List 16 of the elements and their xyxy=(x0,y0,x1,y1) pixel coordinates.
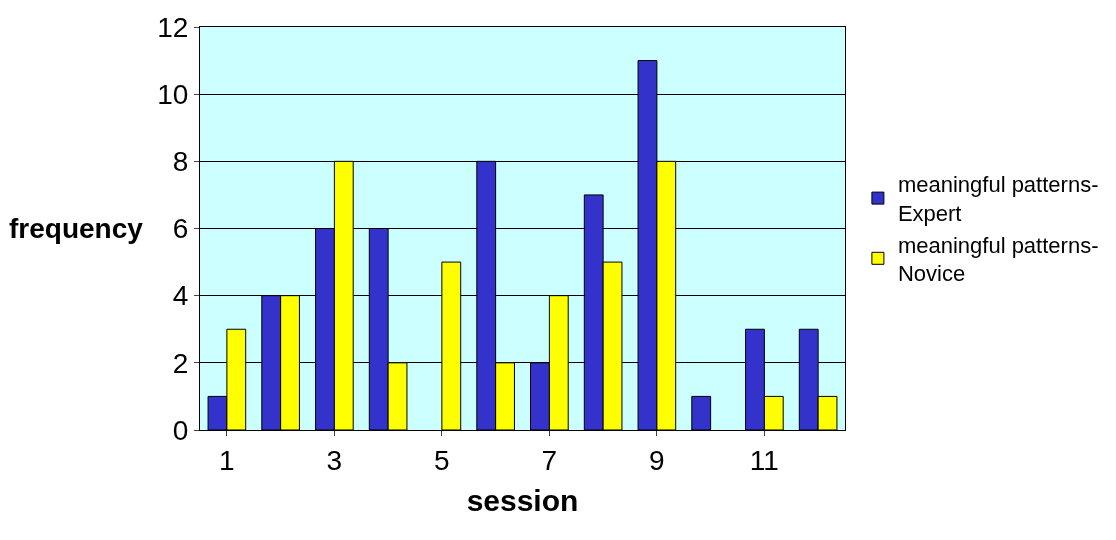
y-tick-label: 0 xyxy=(172,414,189,446)
x-tick-label: 7 xyxy=(541,444,558,476)
x-tick-label: 1 xyxy=(219,444,235,476)
x-tick-label: 9 xyxy=(649,444,665,476)
y-tick-label: 8 xyxy=(172,146,189,178)
x-tick-label: 3 xyxy=(326,444,343,476)
y-axis-title: frequency xyxy=(9,213,144,244)
y-tick-label: 2 xyxy=(172,347,189,379)
y-tick-label: 12 xyxy=(157,11,189,43)
x-tick-label: 5 xyxy=(434,444,450,476)
x-axis-title: session xyxy=(466,484,579,518)
legend-label: meaningful patterns-Novice xyxy=(897,232,1099,287)
x-tick-label: 11 xyxy=(749,444,779,476)
y-tick-label: 10 xyxy=(157,78,189,110)
y-tick-label: 6 xyxy=(172,213,189,245)
y-tick-label: 4 xyxy=(172,280,189,312)
